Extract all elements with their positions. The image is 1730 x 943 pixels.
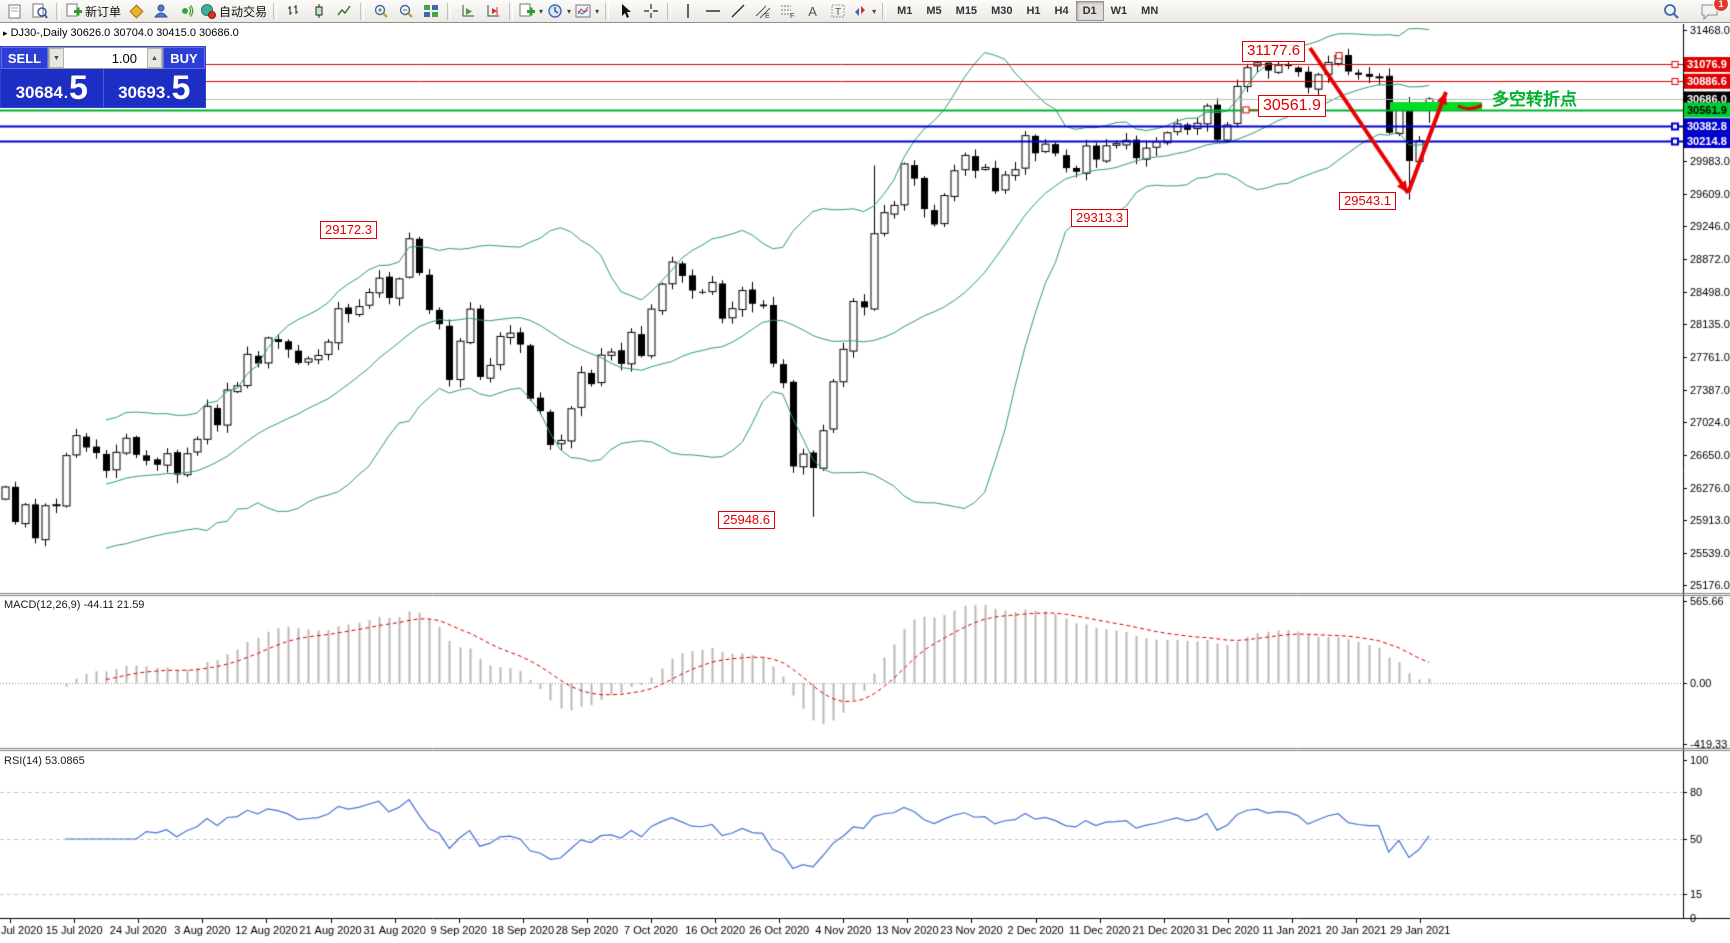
toolbar-separator — [56, 2, 60, 20]
toolbar-separator — [882, 2, 887, 20]
channel-button[interactable]: E — [750, 1, 775, 22]
toolbar-separator — [667, 2, 672, 20]
rsi-label: RSI(14) 53.0865 — [4, 755, 85, 767]
toolbar-separator — [360, 2, 365, 20]
bar-chart-mode-button[interactable] — [281, 1, 306, 22]
chart-marker-icon: ▸ — [3, 28, 8, 38]
svg-text:E: E — [765, 13, 770, 19]
one-click-trade-panel: SELL ▼ 1.00 ▲ BUY 30684. 5 30693. 5 — [0, 46, 206, 108]
cursor-button[interactable] — [613, 1, 638, 22]
text-label-button[interactable]: T — [825, 1, 850, 22]
print-preview-icon[interactable] — [27, 1, 52, 22]
chart-shift-button[interactable] — [480, 1, 505, 22]
timeframe-button-W1[interactable]: W1 — [1110, 5, 1128, 17]
toolbar-separator — [509, 2, 514, 20]
ohlc-low: 30415.0 — [156, 27, 196, 39]
price-annotation[interactable]: 29543.1 — [1339, 192, 1396, 211]
auto-scroll-button[interactable] — [455, 1, 480, 22]
terminal-icon[interactable] — [148, 1, 173, 22]
chat-icon[interactable]: 1 — [1697, 0, 1729, 22]
svg-text:F: F — [790, 13, 794, 19]
timeframe-button-H1[interactable]: H1 — [1026, 5, 1041, 17]
sell-button[interactable]: SELL — [1, 47, 48, 69]
sell-price[interactable]: 30684. 5 — [15, 69, 88, 107]
buy-button[interactable]: BUY — [163, 47, 205, 69]
timeframe-button-M15[interactable]: M15 — [955, 5, 978, 17]
fibonacci-button[interactable]: F — [775, 1, 800, 22]
autotrading-button[interactable]: 自动交易 — [198, 1, 269, 22]
tile-windows-button[interactable] — [418, 1, 443, 22]
candlestick-mode-button[interactable] — [306, 1, 331, 22]
search-icon[interactable] — [1658, 1, 1683, 22]
timeframe-button-M30[interactable]: M30 — [991, 5, 1013, 17]
ohlc-close: 30686.0 — [199, 27, 239, 39]
metaeditor-icon[interactable] — [123, 1, 148, 22]
volume-decrease-button[interactable]: ▼ — [49, 48, 64, 68]
line-chart-mode-button[interactable] — [331, 1, 356, 22]
timeframe-bar: M1 M5 M15 M30 H1 H4 D1 W1 MN — [890, 1, 1165, 21]
timeframe-button-M5[interactable]: M5 — [926, 5, 942, 17]
new-order-button[interactable]: 新订单 — [64, 1, 123, 22]
arrows-button[interactable]: ▾ — [850, 1, 878, 22]
price-annotation[interactable]: 25948.6 — [718, 511, 775, 530]
zoom-in-button[interactable] — [368, 1, 393, 22]
sounds-icon[interactable] — [173, 1, 198, 22]
ohlc-open: 30626.0 — [70, 27, 111, 39]
indicators-button[interactable]: ▾ — [517, 1, 545, 22]
sell-price-pip: 5 — [69, 69, 88, 107]
svg-text:T: T — [835, 7, 841, 18]
timeframe-button-H4[interactable]: H4 — [1054, 5, 1069, 17]
templates-button[interactable]: ▾ — [573, 1, 601, 22]
zoom-out-button[interactable] — [393, 1, 418, 22]
price-annotation[interactable]: 29313.3 — [1071, 209, 1128, 228]
price-annotation[interactable]: 29172.3 — [320, 221, 377, 240]
toolbar-separator — [447, 2, 452, 20]
periods-button[interactable]: ▾ — [545, 1, 573, 22]
chat-badge: 1 — [1713, 0, 1729, 12]
new-order-label: 新订单 — [85, 4, 122, 19]
timeframe-button-M1[interactable]: M1 — [897, 5, 913, 17]
vertical-line-button[interactable] — [675, 1, 700, 22]
timeframe-button-D1[interactable]: D1 — [1075, 1, 1104, 21]
horizontal-line-button[interactable] — [700, 1, 725, 22]
new-chart-icon[interactable] — [2, 1, 27, 22]
crosshair-button[interactable] — [638, 1, 663, 22]
ohlc-high: 30704.0 — [113, 27, 154, 39]
volume-increase-button[interactable]: ▲ — [147, 48, 162, 68]
toolbar: 新订单 自动交易 ▾ — [0, 0, 1730, 23]
note-text[interactable]: 多空转折点 — [1492, 90, 1577, 109]
autotrading-label: 自动交易 — [219, 4, 268, 19]
buy-price-pip: 5 — [171, 69, 191, 107]
sell-price-main: 30684 — [15, 83, 63, 102]
volume-stepper: ▼ 1.00 ▲ — [48, 47, 163, 69]
macd-label: MACD(12,26,9) -44.11 21.59 — [4, 599, 145, 611]
trendline-button[interactable] — [725, 1, 750, 22]
timeframe-button-MN[interactable]: MN — [1141, 5, 1159, 17]
buy-price-main: 30693 — [118, 83, 166, 102]
price-annotation[interactable]: 30561.9 — [1258, 95, 1326, 117]
volume-input[interactable]: 1.00 — [111, 50, 137, 66]
symbol-header: ▸ DJ30-,Daily 30626.0 30704.0 30415.0 30… — [3, 27, 239, 39]
symbol-title: DJ30-,Daily — [10, 27, 68, 39]
price-annotation[interactable]: 31177.6 — [1242, 41, 1306, 62]
text-button[interactable]: A — [808, 3, 817, 19]
toolbar-separator — [273, 2, 278, 20]
buy-price[interactable]: 30693. 5 — [118, 69, 191, 107]
toolbar-separator — [605, 2, 610, 20]
